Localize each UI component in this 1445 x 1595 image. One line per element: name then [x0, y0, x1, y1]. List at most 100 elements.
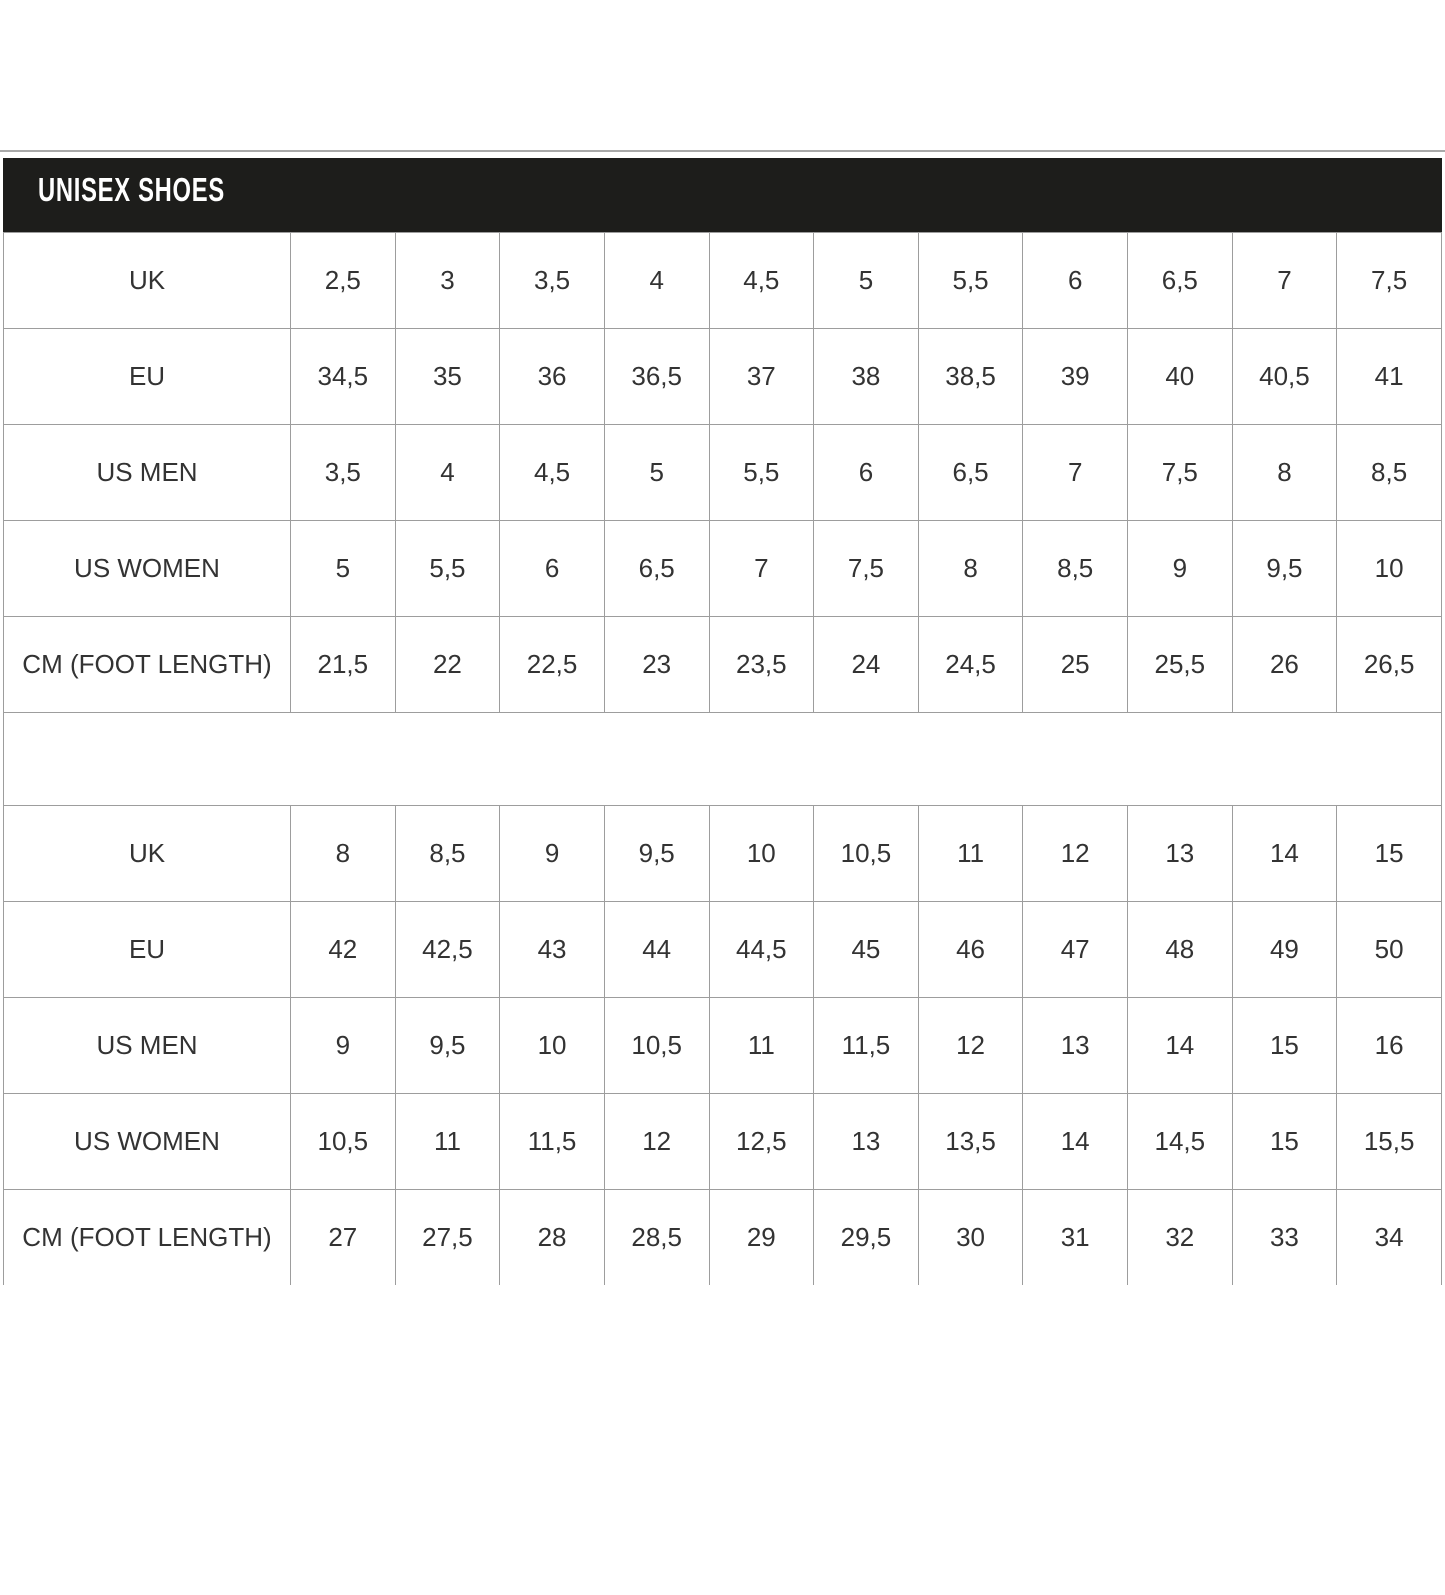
size-cell: 10: [708, 805, 815, 902]
size-cell: 36: [499, 328, 605, 425]
size-cell: 8: [917, 520, 1024, 617]
size-cell: 9: [1127, 520, 1233, 617]
row-label: UK: [3, 232, 291, 329]
size-cell: 10: [1336, 520, 1442, 617]
table-row: UK 2,5 3 3,5 4 4,5 5 5,5 6 6,5 7 7,5: [3, 232, 1442, 329]
size-cell: 41: [1336, 328, 1442, 425]
size-cell: 30: [917, 1189, 1024, 1285]
table-header-bar: UNISEX SHOES: [3, 158, 1442, 232]
size-cell: 11: [917, 805, 1024, 902]
top-divider: [0, 150, 1445, 152]
size-cell: 12: [1022, 805, 1128, 902]
size-cell: 44: [603, 901, 710, 998]
size-cell: 29,5: [813, 1189, 919, 1285]
size-cell: 14: [1127, 997, 1233, 1094]
size-cell: 9: [290, 997, 396, 1094]
size-cell: 7: [708, 520, 815, 617]
size-cell: 15,5: [1336, 1093, 1442, 1190]
size-cell: 27,5: [394, 1189, 501, 1285]
size-cell: 11,5: [499, 1093, 605, 1190]
size-cell: 5: [290, 520, 396, 617]
size-cell: 25,5: [1127, 616, 1233, 713]
size-cell: 8,5: [1022, 520, 1128, 617]
size-cell: 34,5: [290, 328, 396, 425]
table-row: CM (FOOT LENGTH) 21,5 22 22,5 23 23,5 24 24,5 25…: [3, 616, 1442, 713]
table-row: UK 8 8,5 9 9,5 10 10,5 11 12 13 14 15: [3, 805, 1442, 902]
size-cell: 36,5: [603, 328, 710, 425]
size-cell: 6: [499, 520, 605, 617]
table-row: CM (FOOT LENGTH) 27 27,5 28 28,5 29 29,5 30 31 32…: [3, 1189, 1442, 1285]
size-cell: 9: [499, 805, 605, 902]
size-cell: 14,5: [1127, 1093, 1233, 1190]
row-label: EU: [3, 328, 291, 425]
size-cell: 13,5: [917, 1093, 1024, 1190]
size-cell: 49: [1231, 901, 1338, 998]
size-cell: 5: [603, 424, 710, 521]
size-cell: 23: [603, 616, 710, 713]
table-row: US MEN 3,5 4 4,5 5 5,5 6 6,5 7 7,5 8 8,5: [3, 424, 1442, 521]
size-cell: 26: [1231, 616, 1338, 713]
size-cell: 39: [1022, 328, 1128, 425]
row-label: UK: [3, 805, 291, 902]
section-spacer-row: [3, 712, 1442, 806]
size-cell: 3,5: [290, 424, 396, 521]
row-label: US WOMEN: [3, 1093, 291, 1190]
size-cell: 13: [813, 1093, 919, 1190]
size-cell: 22: [394, 616, 501, 713]
size-cell: 33: [1231, 1189, 1338, 1285]
size-cell: 7: [1231, 232, 1338, 329]
row-label: CM (FOOT LENGTH): [3, 616, 291, 713]
table-row: EU 42 42,5 43 44 44,5 45 46 47 48 49 50: [3, 901, 1442, 998]
size-cell: 6,5: [917, 424, 1024, 521]
size-cell: 23,5: [708, 616, 815, 713]
table-row: EU 34,5 35 36 36,5 37 38 38,5 39 40 40,5 41: [3, 328, 1442, 425]
size-cell: 12: [917, 997, 1024, 1094]
size-cell: 44,5: [708, 901, 815, 998]
size-cell: 16: [1336, 997, 1442, 1094]
size-cell: 13: [1127, 805, 1233, 902]
size-cell: 4: [394, 424, 501, 521]
size-cell: 42,5: [394, 901, 501, 998]
size-cell: 5,5: [394, 520, 501, 617]
size-cell: 35: [394, 328, 501, 425]
size-cell: 32: [1127, 1189, 1233, 1285]
size-cell: 45: [813, 901, 919, 998]
size-cell: 7,5: [813, 520, 919, 617]
size-cell: 13: [1022, 997, 1128, 1094]
size-cell: 4: [603, 232, 710, 329]
size-cell: 10,5: [603, 997, 710, 1094]
size-cell: 10: [499, 997, 605, 1094]
size-cell: 6: [813, 424, 919, 521]
table-row: US WOMEN 5 5,5 6 6,5 7 7,5 8 8,5 9 9,5 10: [3, 520, 1442, 617]
size-cell: 5,5: [917, 232, 1024, 329]
size-cell: 48: [1127, 901, 1233, 998]
size-cell: 12,5: [708, 1093, 815, 1190]
size-cell: 7: [1022, 424, 1128, 521]
table-row: US MEN 9 9,5 10 10,5 11 11,5 12 13 14 15 16: [3, 997, 1442, 1094]
size-cell: 24,5: [917, 616, 1024, 713]
size-cell: 10,5: [290, 1093, 396, 1190]
size-cell: 15: [1231, 997, 1338, 1094]
size-cell: 24: [813, 616, 919, 713]
size-cell: 37: [708, 328, 815, 425]
size-cell: 4,5: [499, 424, 605, 521]
size-cell: 15: [1336, 805, 1442, 902]
size-chart-table: UK 2,5 3 3,5 4 4,5 5 5,5 6 6,5 7 7,5 EU 34,5 35 36 36,5 3…: [3, 232, 1442, 1285]
size-cell: 5,5: [708, 424, 815, 521]
size-cell: 7,5: [1127, 424, 1233, 521]
size-cell: 26,5: [1336, 616, 1442, 713]
size-chart: UNISEX SHOES UK 2,5 3 3,5 4 4,5 5 5,5 6 6,5 7 7,5 EU…: [3, 158, 1442, 1285]
size-cell: 2,5: [290, 232, 396, 329]
size-cell: 34: [1336, 1189, 1442, 1285]
size-cell: 28,5: [603, 1189, 710, 1285]
size-cell: 15: [1231, 1093, 1338, 1190]
size-cell: 9,5: [603, 805, 710, 902]
size-cell: 6: [1022, 232, 1128, 329]
size-cell: 46: [917, 901, 1024, 998]
size-cell: 42: [290, 901, 396, 998]
size-cell: 6,5: [1127, 232, 1233, 329]
size-cell: 11,5: [813, 997, 919, 1094]
row-label: US WOMEN: [3, 520, 291, 617]
size-cell: 28: [499, 1189, 605, 1285]
size-cell: 47: [1022, 901, 1128, 998]
